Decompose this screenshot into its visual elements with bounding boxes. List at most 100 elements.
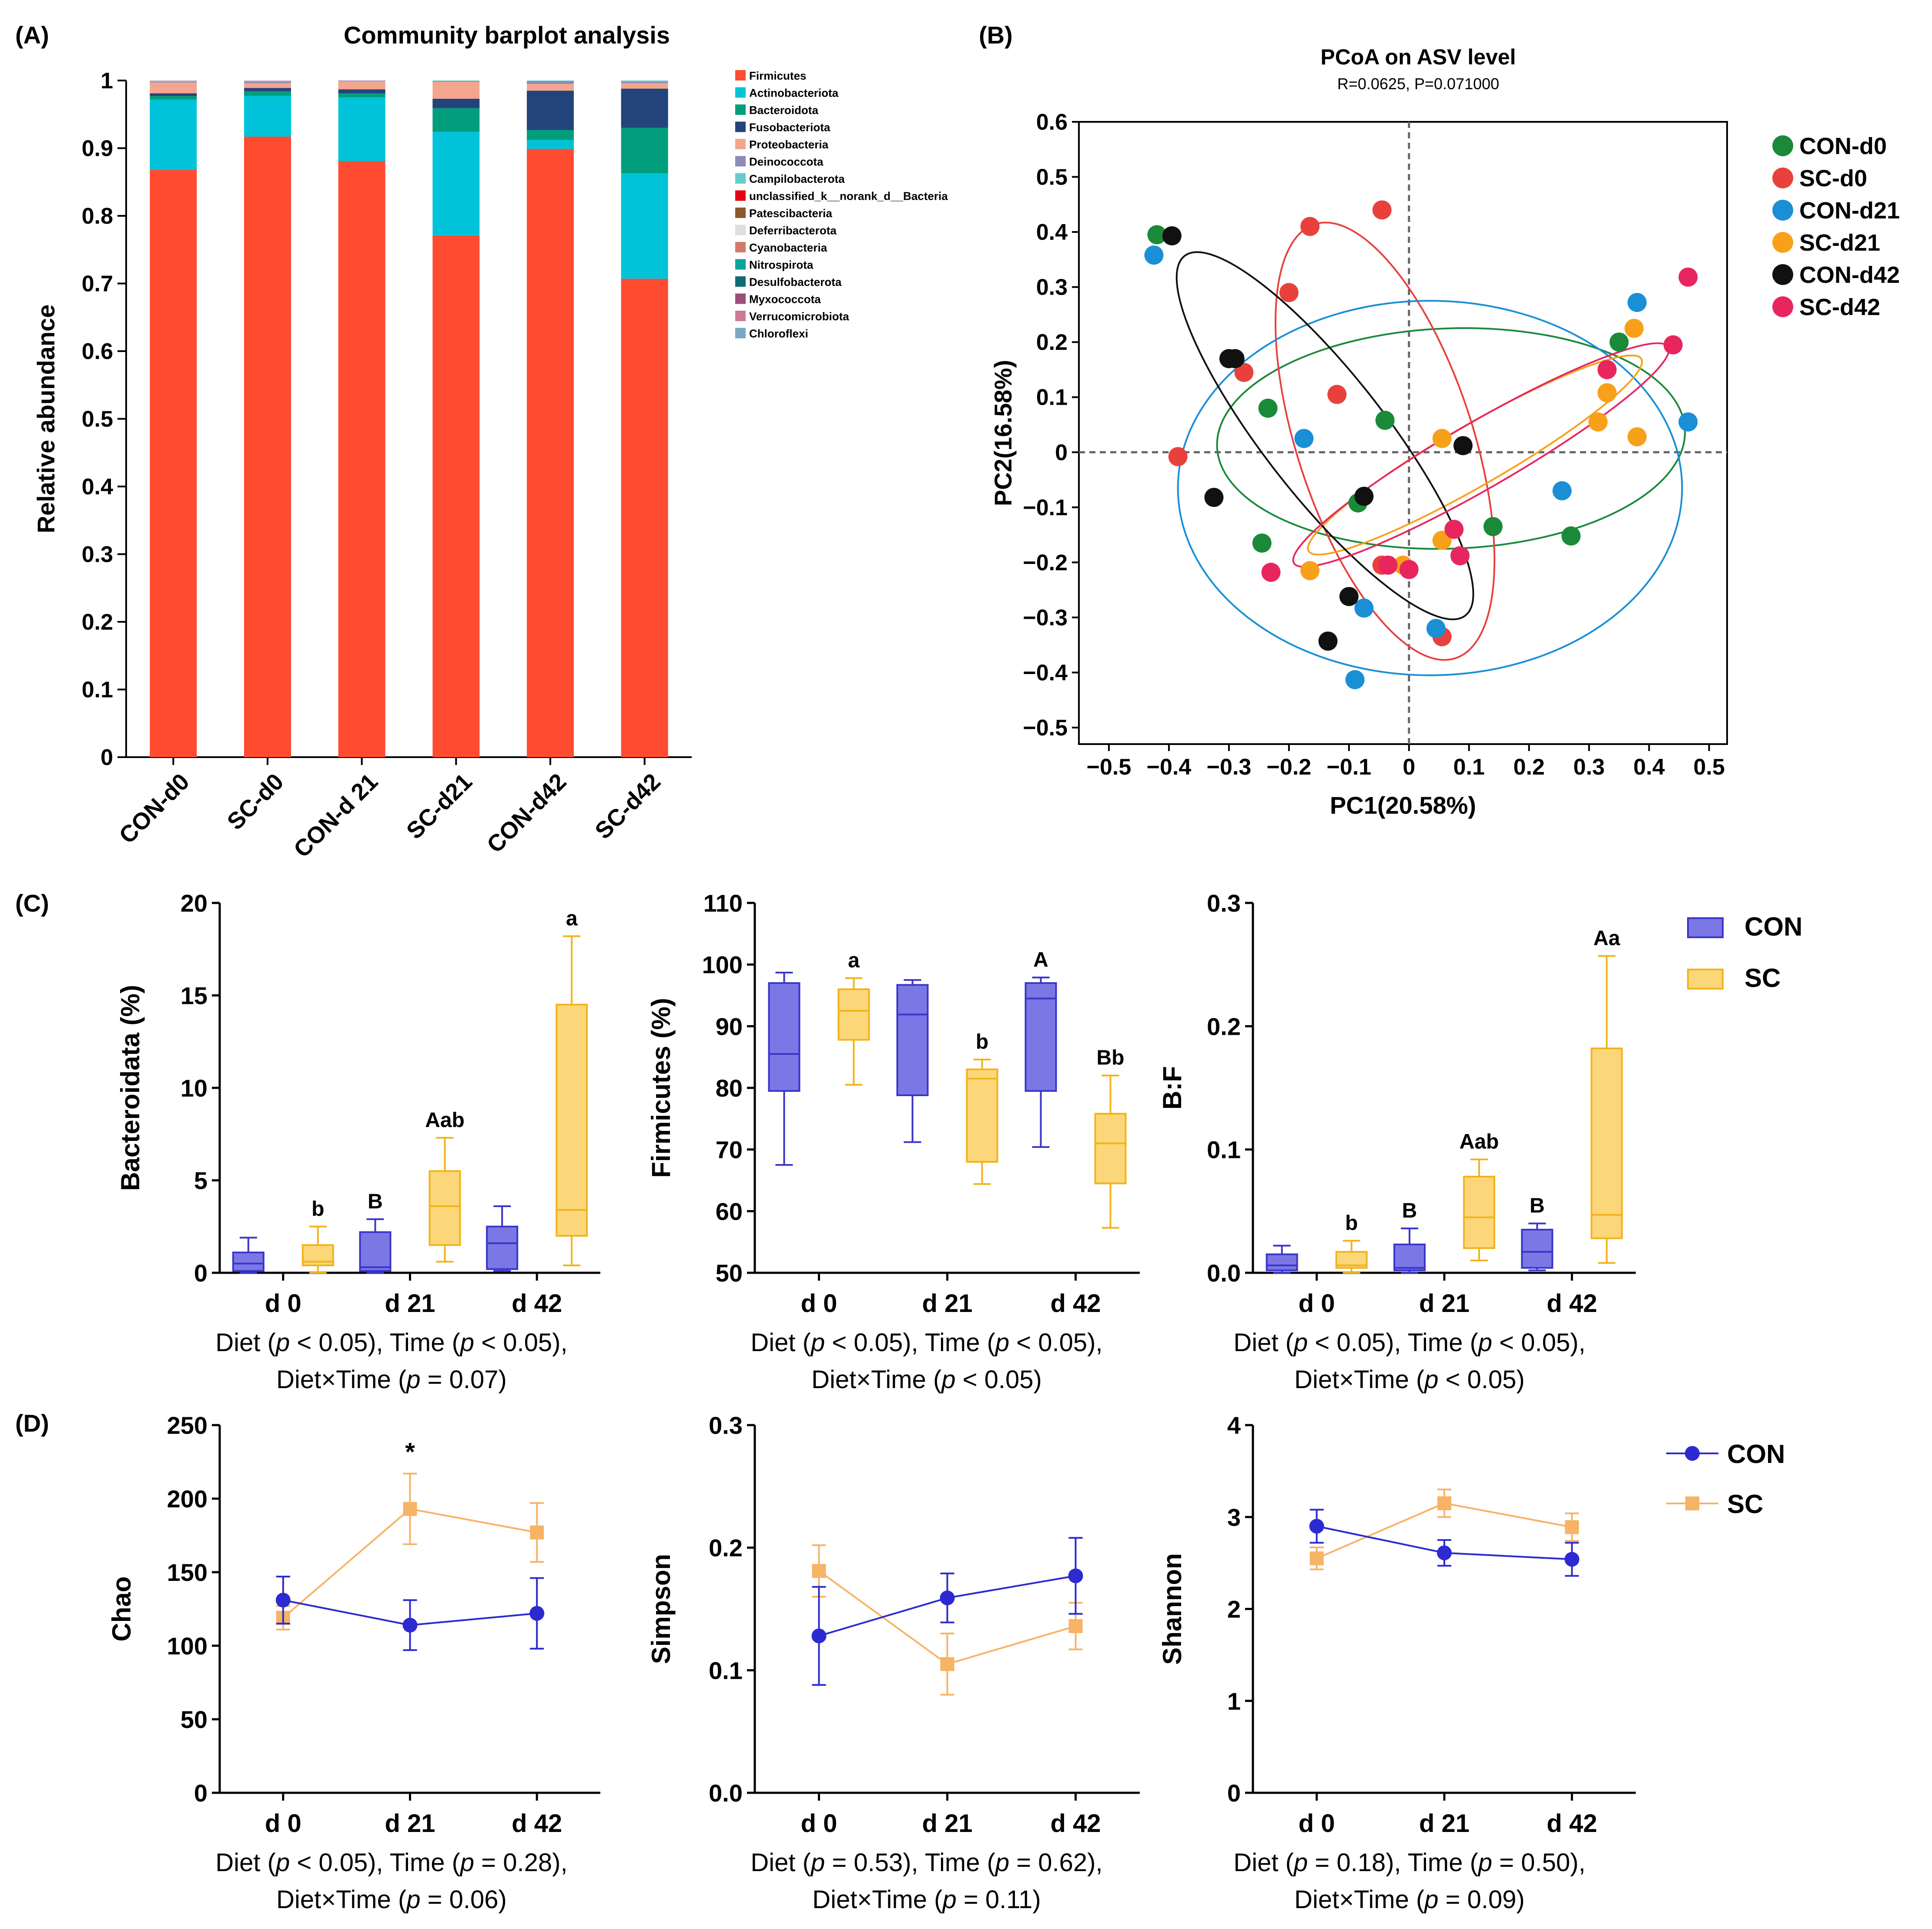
caption-part: Diet×Time ( [812,1885,942,1914]
line-y-axis-title: Simpson [646,1554,676,1664]
pcoa-point-sc-d21 [1588,412,1608,432]
bar-segment-actinobacteriota [244,96,291,137]
bar-segment-actinobacteriota [338,97,385,161]
legend-label: Patescibacteria [749,207,832,220]
caption-part: Diet ( [215,1848,276,1877]
bar-x-tick-label: CON-d 21 [289,768,383,862]
box-y-tick-label: 0.0 [1207,1259,1241,1287]
box-iqr [1521,1228,1554,1269]
caption-part: Diet ( [750,1328,811,1357]
legend-label: Desulfobacterota [749,275,842,289]
bar-segment-actinobacteriota [527,140,574,149]
box-sc [966,1058,998,1185]
box-con [1266,1245,1298,1274]
bar-segment-deinococcota [244,82,291,84]
box-con [1393,1228,1426,1274]
pcoa-point-sc-d42 [1399,560,1419,579]
bar-y-tick-label: 0.4 [82,474,113,500]
caption-part: p [1293,1848,1308,1877]
bar-x-tick-label: SC-d42 [590,768,666,844]
box-significance-label: Bb [1097,1047,1125,1070]
pcoa-y-tick-label: 0.3 [1036,275,1068,300]
caption-part: Diet ( [750,1848,811,1877]
pcoa-x-axis-title: PC1(20.58%) [1330,792,1476,819]
line-y-tick-label: 3 [1227,1503,1241,1531]
bar-segment-firmicutes [338,161,385,757]
pcoa-x-tick-label: −0.5 [1087,755,1132,780]
legend-label: Bacteroidota [749,104,818,117]
pcoa-point-con-d21 [1426,619,1446,638]
line-significance-star: * [405,1438,415,1466]
line-point-con [811,1628,827,1644]
pcoa-point-con-d42 [1453,436,1473,456]
box-significance-label: Aa [1594,927,1621,950]
pcoa-ellipse-con-d21 [1177,300,1683,676]
pcoa-y-tick-label: −0.5 [1023,715,1068,741]
box-significance-label: b [976,1030,988,1053]
pcoa-legend-label: CON-d42 [1799,262,1900,288]
box-y-tick-label: 5 [194,1167,208,1194]
bar-x-tick-label: CON-d42 [482,768,572,858]
pcoa-y-axis-title: PC2(16.58%) [989,360,1017,506]
legend-swatch [735,208,746,218]
pcoa-point-sc-d21 [1300,561,1320,580]
box-y-tick-label: 50 [716,1259,743,1287]
caption-part: p [459,1328,474,1357]
pcoa-point-con-d21 [1294,429,1314,448]
line-x-tick-label: d 21 [922,1809,972,1838]
caption-part: < 0.05), Time ( [290,1848,460,1877]
line-point-sc [403,1502,417,1516]
box-significance-label: B [1402,1199,1417,1222]
box-sc [837,977,870,1086]
bar-segment-deinococcota [150,82,197,83]
line-x-tick-label: d 42 [512,1809,562,1838]
legend-swatch [735,328,746,339]
legend-swatch [735,104,746,115]
box-iqr [768,982,800,1092]
pcoa-legend-label: SC-d21 [1799,230,1880,256]
pcoa-y-tick-label: 0.5 [1036,165,1068,190]
bar-segment-deinococcota [432,81,480,82]
pcoa-point-sc-d21 [1627,427,1647,446]
line-y-tick-label: 2 [1227,1596,1241,1623]
line-y-tick-label: 0 [194,1779,208,1807]
pcoa-legend-label: SC-d42 [1799,294,1880,320]
line-y-tick-label: 1 [1227,1687,1241,1715]
caption-line-2: Diet×Time (p = 0.11) [812,1885,1041,1914]
box-x-tick-label: d 0 [265,1289,301,1318]
pcoa-x-tick-label: −0.2 [1267,755,1312,780]
pcoa-point-sc-d0 [1327,385,1347,404]
caption-line-1: Diet (p < 0.05), Time (p < 0.05), [750,1328,1102,1357]
box-con [896,979,929,1143]
pcoa-point-con-d0 [1609,332,1629,352]
box-iqr [1463,1176,1495,1249]
bar-segment-firmicutes [621,278,668,757]
caption-part: p [1423,1885,1438,1914]
pcoa-legend-marker [1772,135,1793,156]
caption-part: < 0.05), Time ( [290,1328,460,1357]
box-significance-label: Aab [1460,1130,1499,1153]
line-point-con [402,1617,418,1633]
pcoa-legend-marker [1772,264,1793,285]
caption-part: p [1293,1328,1308,1357]
box-con [1521,1222,1554,1271]
caption-part: p [1477,1328,1492,1357]
line-x-tick-label: d 42 [1547,1809,1597,1838]
caption-part: Diet ( [1233,1328,1294,1357]
legend-swatch [735,121,746,132]
caption-line-1: Diet (p < 0.05), Time (p < 0.05), [1233,1328,1585,1357]
legend-swatch [735,87,746,98]
bar-segment-deinococcota [527,81,574,84]
legend-label: Myxococcota [749,293,821,306]
caption-part: = 0.11) [957,1885,1041,1914]
caption-part: < 0.05), Time ( [1308,1328,1478,1357]
box-iqr [1266,1253,1298,1271]
pcoa-point-sc-d21 [1624,319,1644,338]
box-con [768,972,800,1166]
caption-part: < 0.05), Time ( [825,1328,995,1357]
bar-x-tick-label: CON-d0 [114,768,194,849]
panel-label-a: (A) [15,21,49,49]
box-sc [429,1137,461,1263]
box-significance-label: A [1033,948,1048,971]
